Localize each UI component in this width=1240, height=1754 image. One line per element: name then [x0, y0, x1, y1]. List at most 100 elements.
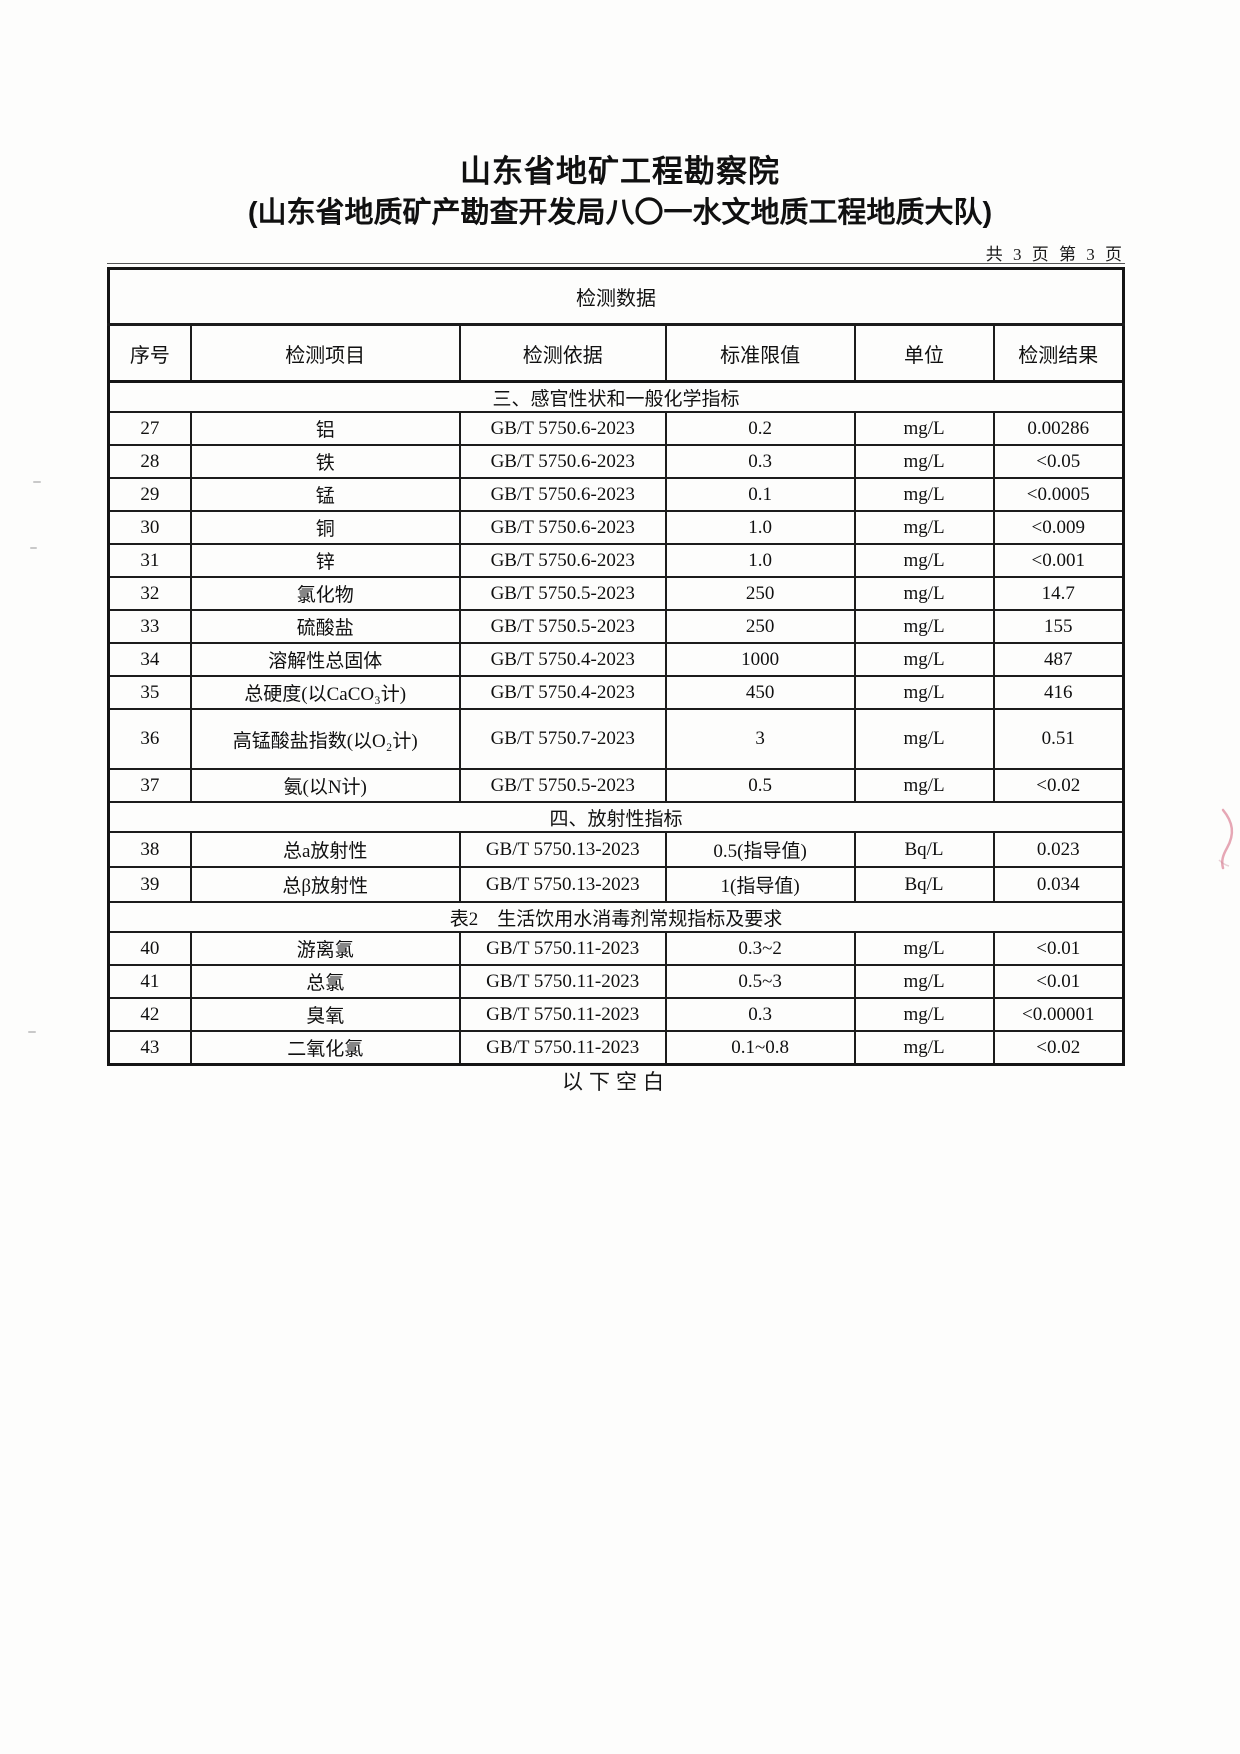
- table-caption: 检测数据: [107, 267, 1125, 326]
- cell-unit: mg/L: [853, 444, 995, 479]
- table-row: 31 锌 GB/T 5750.6-2023 1.0 mg/L <0.001: [107, 543, 1125, 578]
- table-row: 41 总氯 GB/T 5750.11-2023 0.5~3 mg/L <0.01: [107, 964, 1125, 999]
- cell-basis: GB/T 5750.7-2023: [458, 708, 667, 770]
- cell-limit: 0.2: [664, 411, 856, 446]
- cell-item: 二氧化氯: [189, 1030, 461, 1066]
- cell-item: 游离氯: [189, 931, 461, 966]
- section-row: 三、感官性状和一般化学指标: [107, 380, 1125, 413]
- cell-limit: 0.3: [664, 444, 856, 479]
- cell-result: 487: [992, 642, 1125, 677]
- col-header-limit: 标准限值: [664, 323, 856, 383]
- cell-basis: GB/T 5750.13-2023: [458, 831, 667, 868]
- cell-no: 38: [107, 831, 192, 868]
- cell-basis: GB/T 5750.6-2023: [458, 411, 667, 446]
- cell-unit: mg/L: [853, 543, 995, 578]
- table-caption-row: 检测数据: [107, 267, 1125, 326]
- test-data-table: 检测数据 序号 检测项目 检测依据 标准限值 单位 检测结果 三、感官性状和一般…: [107, 267, 1125, 1066]
- cell-item: 锌: [189, 543, 461, 578]
- cell-unit: mg/L: [853, 609, 995, 644]
- blank-below-note: 以下空白: [562, 1070, 670, 1094]
- cell-limit: 0.1: [664, 477, 856, 512]
- cell-no: 32: [107, 576, 192, 611]
- cell-item: 高锰酸盐指数(以O₂计): [189, 708, 461, 770]
- col-header-item: 检测项目: [189, 323, 461, 383]
- red-stamp-edge-artifact: [1218, 808, 1234, 870]
- cell-no: 36: [107, 708, 192, 770]
- table-row: 28 铁 GB/T 5750.6-2023 0.3 mg/L <0.05: [107, 444, 1125, 479]
- cell-basis: GB/T 5750.5-2023: [458, 609, 667, 644]
- table-row: 39 总β放射性 GB/T 5750.13-2023 1(指导值) Bq/L 0.034: [107, 866, 1125, 903]
- cell-item: 铁: [189, 444, 461, 479]
- cell-unit: mg/L: [853, 1030, 995, 1066]
- cell-result: <0.01: [992, 964, 1125, 999]
- col-header-no: 序号: [107, 323, 192, 383]
- cell-result: <0.05: [992, 444, 1125, 479]
- cell-item: 总β放射性: [189, 866, 461, 903]
- cell-result: <0.02: [992, 768, 1125, 803]
- cell-item: 氯化物: [189, 576, 461, 611]
- cell-limit: 450: [664, 675, 856, 710]
- test-table-body: 检测数据 序号 检测项目 检测依据 标准限值 单位 检测结果 三、感官性状和一般…: [107, 267, 1125, 1066]
- cell-no: 35: [107, 675, 192, 710]
- cell-result: 0.023: [992, 831, 1125, 868]
- cell-no: 42: [107, 997, 192, 1032]
- cell-no: 33: [107, 609, 192, 644]
- col-header-unit: 单位: [853, 323, 995, 383]
- cell-result: 0.034: [992, 866, 1125, 903]
- cell-unit: mg/L: [853, 477, 995, 512]
- cell-result: 0.51: [992, 708, 1125, 770]
- cell-limit: 1000: [664, 642, 856, 677]
- organization-title: 山东省地矿工程勘察院: [460, 154, 780, 189]
- cell-no: 43: [107, 1030, 192, 1066]
- cell-no: 39: [107, 866, 192, 903]
- scan-artifact-dash: [28, 1031, 36, 1033]
- cell-unit: mg/L: [853, 642, 995, 677]
- table-top-rule: [107, 263, 1125, 264]
- cell-limit: 1.0: [664, 510, 856, 545]
- cell-unit: mg/L: [853, 768, 995, 803]
- section-label: 表2 生活饮用水消毒剂常规指标及要求: [107, 901, 1125, 933]
- cell-item: 总a放射性: [189, 831, 461, 868]
- cell-limit: 0.5: [664, 768, 856, 803]
- col-header-result: 检测结果: [992, 323, 1125, 383]
- table-row: 36 高锰酸盐指数(以O₂计) GB/T 5750.7-2023 3 mg/L 0.51: [107, 708, 1125, 770]
- cell-basis: GB/T 5750.5-2023: [458, 768, 667, 803]
- cell-limit: 250: [664, 609, 856, 644]
- cell-basis: GB/T 5750.11-2023: [458, 1030, 667, 1066]
- cell-unit: Bq/L: [853, 866, 995, 903]
- table-row: 38 总a放射性 GB/T 5750.13-2023 0.5(指导值) Bq/L 0.02…: [107, 831, 1125, 868]
- table-row: 42 臭氧 GB/T 5750.11-2023 0.3 mg/L <0.00001: [107, 997, 1125, 1032]
- cell-unit: mg/L: [853, 411, 995, 446]
- table-header-row: 序号 检测项目 检测依据 标准限值 单位 检测结果: [107, 323, 1125, 383]
- col-header-basis: 检测依据: [458, 323, 667, 383]
- cell-limit: 0.3~2: [664, 931, 856, 966]
- cell-basis: GB/T 5750.6-2023: [458, 510, 667, 545]
- section-row: 表2 生活饮用水消毒剂常规指标及要求: [107, 901, 1125, 933]
- cell-no: 37: [107, 768, 192, 803]
- cell-result: 416: [992, 675, 1125, 710]
- cell-limit: 1.0: [664, 543, 856, 578]
- cell-unit: mg/L: [853, 510, 995, 545]
- cell-no: 28: [107, 444, 192, 479]
- cell-item: 臭氧: [189, 997, 461, 1032]
- cell-unit: Bq/L: [853, 831, 995, 868]
- cell-result: 155: [992, 609, 1125, 644]
- table-row: 29 锰 GB/T 5750.6-2023 0.1 mg/L <0.0005: [107, 477, 1125, 512]
- scan-artifact-dash: [33, 481, 41, 483]
- table-row: 34 溶解性总固体 GB/T 5750.4-2023 1000 mg/L 487: [107, 642, 1125, 677]
- cell-no: 27: [107, 411, 192, 446]
- section-label: 四、放射性指标: [107, 801, 1125, 833]
- table-row: 27 铝 GB/T 5750.6-2023 0.2 mg/L 0.00286: [107, 411, 1125, 446]
- cell-item: 溶解性总固体: [189, 642, 461, 677]
- cell-unit: mg/L: [853, 964, 995, 999]
- cell-item: 铜: [189, 510, 461, 545]
- cell-result: <0.00001: [992, 997, 1125, 1032]
- cell-basis: GB/T 5750.5-2023: [458, 576, 667, 611]
- cell-unit: mg/L: [853, 708, 995, 770]
- cell-result: <0.02: [992, 1030, 1125, 1066]
- cell-basis: GB/T 5750.13-2023: [458, 866, 667, 903]
- cell-item: 总硬度(以CaCO₃计): [189, 675, 461, 710]
- cell-limit: 0.3: [664, 997, 856, 1032]
- cell-result: <0.0005: [992, 477, 1125, 512]
